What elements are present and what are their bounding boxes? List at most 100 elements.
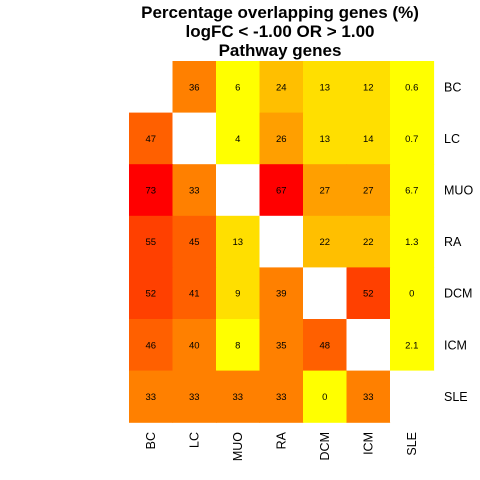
cell-value-label: 48: [319, 340, 330, 351]
cell-value-label: 14: [363, 134, 374, 145]
heatmap-cell: [172, 112, 217, 165]
cell-value-label: 33: [189, 392, 200, 403]
heatmap-cell: [259, 319, 304, 372]
cell-value-label: 13: [319, 134, 330, 145]
cell-value-label: 33: [232, 392, 243, 403]
cell-value-label: 6.7: [405, 186, 418, 197]
cell-value-label: 67: [276, 186, 287, 197]
cell-value-label: 0: [409, 289, 414, 300]
cell-value-label: 40: [189, 340, 200, 351]
cell-value-label: 1.3: [405, 237, 418, 248]
cell-value-label: 22: [319, 237, 330, 248]
cell-value-label: 52: [363, 289, 374, 300]
heatmap-cell: [172, 370, 217, 423]
cell-value-label: 55: [145, 237, 156, 248]
column-label: RA: [274, 431, 288, 449]
heatmap-cell: [390, 215, 435, 268]
heatmap-cell: [259, 112, 304, 165]
cell-value-label: 6: [235, 82, 240, 93]
heatmap-cell: [129, 112, 174, 165]
title-line-3: Pathway genes: [219, 41, 342, 60]
heatmap-cell: [259, 267, 304, 320]
row-label: LC: [444, 132, 460, 146]
cell-value-label: 4: [235, 134, 240, 145]
cell-value-label: 39: [276, 289, 287, 300]
heatmap-cell: [346, 370, 391, 423]
cell-value-label: 33: [145, 392, 156, 403]
column-labels: BC LC MUO RA DCM ICM SLE: [144, 431, 419, 461]
column-label: DCM: [318, 432, 332, 460]
cell-value-label: 47: [145, 134, 156, 145]
row-label: SLE: [444, 390, 468, 404]
heatmap-cell: [303, 164, 348, 217]
heatmap-cell: [172, 319, 217, 372]
heatmap-cell: [303, 319, 348, 372]
cell-value-label: 9: [235, 289, 240, 300]
cell-value-label: 52: [145, 289, 156, 300]
column-label: ICM: [361, 432, 375, 455]
cell-value-label: 26: [276, 134, 287, 145]
heatmap-cell: [390, 164, 435, 217]
cell-value-label: 35: [276, 340, 287, 351]
heatmap-cell: [303, 112, 348, 165]
cell-value-label: 73: [145, 186, 156, 197]
cell-value-label: 22: [363, 237, 374, 248]
heatmap-cell: [216, 164, 261, 217]
heatmap-cell: [259, 164, 304, 217]
heatmap-cell: [390, 319, 435, 372]
heatmap-cell: [216, 112, 261, 165]
heatmap-cell: [129, 61, 174, 114]
row-labels: BC LC MUO RA DCM ICM SLE: [444, 80, 473, 404]
cell-value-label: 13: [232, 237, 243, 248]
heatmap-cell: [172, 215, 217, 268]
cell-value-label: 33: [189, 186, 200, 197]
cell-value-label: 0: [322, 392, 327, 403]
heatmap-cell: [129, 267, 174, 320]
row-label: MUO: [444, 184, 473, 198]
cell-value-label: 46: [145, 340, 156, 351]
heatmap-cell: [129, 164, 174, 217]
heatmap-cell: [129, 370, 174, 423]
heatmap-cell: [346, 267, 391, 320]
column-label: LC: [187, 432, 201, 448]
heatmap-cell: [259, 370, 304, 423]
heatmap-cell: [216, 370, 261, 423]
heatmap-cell: [216, 267, 261, 320]
heatmap-cell: [216, 319, 261, 372]
row-label: DCM: [444, 287, 472, 301]
heatmap-cell: [172, 61, 217, 114]
cell-value-label: 13: [319, 82, 330, 93]
heatmap-cell: [346, 112, 391, 165]
cell-value-label: 45: [189, 237, 200, 248]
column-label: BC: [144, 432, 158, 449]
heatmap-cell: [346, 215, 391, 268]
cell-value-label: 33: [276, 392, 287, 403]
heatmap-cell: [303, 215, 348, 268]
heatmap-cell: [346, 61, 391, 114]
cell-value-label: 0.7: [405, 134, 418, 145]
heatmap-cell: [172, 267, 217, 320]
heatmap-cell: [129, 319, 174, 372]
heatmap-cell: [303, 61, 348, 114]
heatmap-cell: [259, 61, 304, 114]
row-label: ICM: [444, 338, 467, 352]
cell-value-label: 2.1: [405, 340, 418, 351]
title-line-1: Percentage overlapping genes (%): [141, 3, 419, 22]
cell-value-label: 33: [363, 392, 374, 403]
column-label: SLE: [405, 432, 419, 456]
heatmap-cell: [346, 164, 391, 217]
column-label: MUO: [231, 432, 245, 461]
heatmap-cell: [390, 61, 435, 114]
heatmap-cells: 36 6 24 13 12 0.6 47 4 26 13 14 0.7 73 33 67 27 27 6.7 55 4…: [129, 61, 435, 423]
cell-value-label: 8: [235, 340, 240, 351]
cell-value-label: 0.6: [405, 82, 418, 93]
heatmap-cell: [172, 164, 217, 217]
heatmap-cell: [346, 319, 391, 372]
heatmap-cell: [259, 215, 304, 268]
cell-value-label: 24: [276, 82, 287, 93]
heatmap-cell: [303, 267, 348, 320]
heatmap-cell: [216, 215, 261, 268]
heatmap-cell: [390, 112, 435, 165]
heatmap-cell: [303, 370, 348, 423]
